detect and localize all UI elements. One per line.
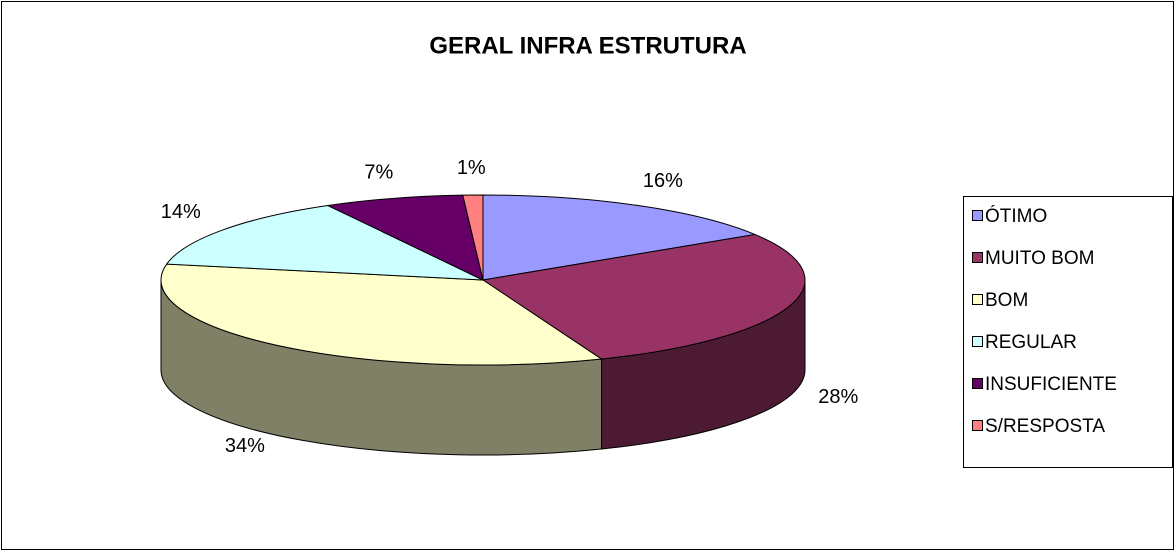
legend-label: S/RESPOSTA <box>985 416 1105 437</box>
pie-slice <box>165 204 484 281</box>
legend-swatch <box>972 420 983 431</box>
pie-slice <box>160 263 603 366</box>
legend-swatch <box>972 210 983 221</box>
data-label: 7% <box>364 161 393 183</box>
data-label: 16% <box>643 170 683 192</box>
data-label: 14% <box>161 201 201 223</box>
legend-label: BOM <box>985 290 1028 311</box>
legend-swatch <box>972 378 983 389</box>
pie-slice <box>481 233 806 360</box>
pie-slice <box>482 194 757 281</box>
chart-title: GERAL INFRA ESTRUTURA <box>429 32 746 59</box>
legend-label: INSUFICIENTE <box>985 374 1117 395</box>
legend-swatch <box>972 252 983 263</box>
legend-label: MUITO BOM <box>985 248 1094 269</box>
pie-slice <box>462 194 484 281</box>
legend-swatch <box>972 336 983 347</box>
legend-box <box>963 196 1173 468</box>
data-label: 28% <box>818 386 858 408</box>
data-label: 34% <box>225 435 265 457</box>
pie-slice <box>326 194 484 281</box>
legend-swatch <box>972 294 983 305</box>
legend-label: ÓTIMO <box>985 205 1047 227</box>
legend-label: REGULAR <box>985 332 1077 353</box>
data-label: 1% <box>457 157 486 179</box>
